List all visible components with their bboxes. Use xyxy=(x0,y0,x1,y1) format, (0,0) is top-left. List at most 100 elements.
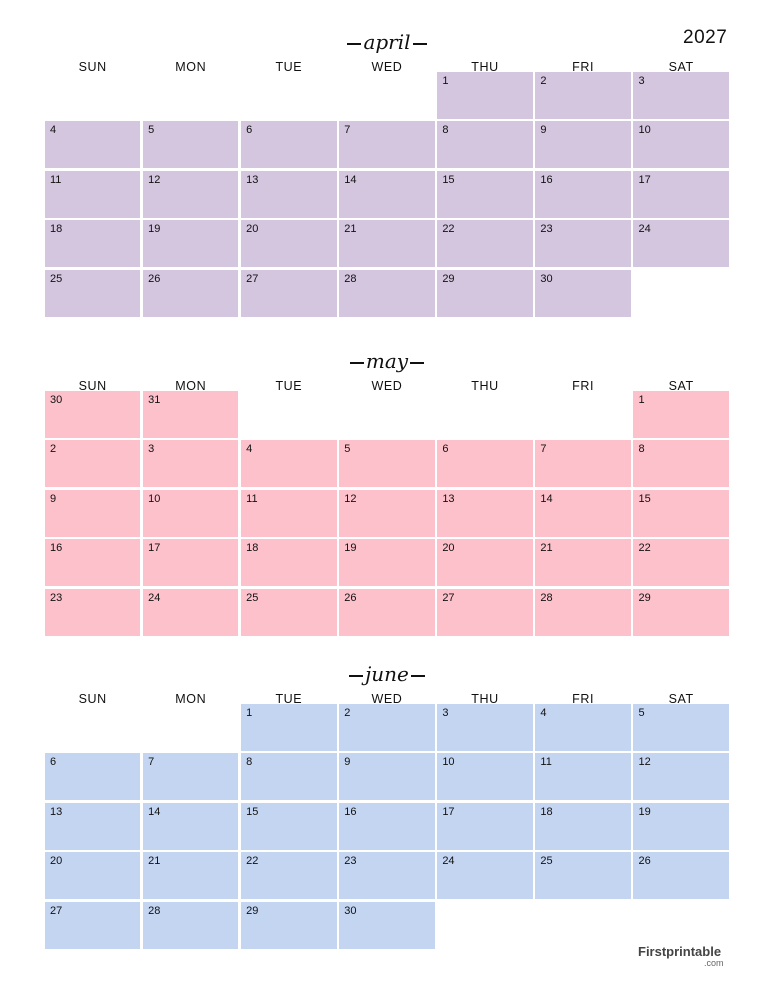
day-cell[interactable]: 10 xyxy=(143,489,239,537)
day-cell[interactable]: 20 xyxy=(241,220,337,268)
empty-cell xyxy=(241,391,336,438)
day-cell[interactable]: 17 xyxy=(437,802,533,850)
day-cell[interactable]: 23 xyxy=(535,220,631,268)
day-cell[interactable]: 5 xyxy=(143,121,239,169)
day-cell[interactable]: 24 xyxy=(143,588,239,636)
day-cell[interactable]: 9 xyxy=(535,121,631,169)
day-cell[interactable]: 11 xyxy=(241,489,337,537)
day-cell[interactable]: 27 xyxy=(437,588,533,636)
day-cell[interactable]: 22 xyxy=(437,220,533,268)
day-cell[interactable]: 14 xyxy=(535,489,631,537)
day-cell[interactable]: 20 xyxy=(45,852,141,900)
day-cell[interactable]: 9 xyxy=(339,753,435,801)
day-cell[interactable]: 26 xyxy=(633,852,729,900)
day-cell[interactable]: 27 xyxy=(241,269,337,317)
day-cell[interactable]: 18 xyxy=(535,802,631,850)
day-cell[interactable]: 24 xyxy=(633,220,729,268)
day-cell[interactable]: 17 xyxy=(633,170,729,218)
day-cell[interactable]: 30 xyxy=(339,901,435,949)
day-cell[interactable]: 8 xyxy=(437,121,533,169)
day-cell[interactable]: 25 xyxy=(241,588,337,636)
day-cell[interactable]: 4 xyxy=(45,121,141,169)
empty-cell xyxy=(633,902,728,949)
day-cell[interactable]: 19 xyxy=(143,220,239,268)
month-title: april xyxy=(45,30,729,54)
empty-cell xyxy=(437,391,532,438)
day-cell[interactable]: 7 xyxy=(143,753,239,801)
day-cell[interactable]: 30 xyxy=(45,391,141,438)
day-cell[interactable]: 9 xyxy=(45,489,141,537)
day-cell[interactable]: 22 xyxy=(241,852,337,900)
day-cell[interactable]: 8 xyxy=(633,440,729,488)
calendar-grid: 1 2 3 4 5 6 7 8 9 10 11 12 13 14 15 16 17 18 19 20 21 22 23 24 2… xyxy=(45,72,729,317)
day-cell[interactable]: 21 xyxy=(143,852,239,900)
day-cell[interactable]: 2 xyxy=(339,704,435,751)
day-cell[interactable]: 1 xyxy=(241,704,337,751)
day-cell[interactable]: 25 xyxy=(535,852,631,900)
day-cell[interactable]: 23 xyxy=(45,588,141,636)
day-cell[interactable]: 16 xyxy=(535,170,631,218)
day-cell[interactable]: 3 xyxy=(143,440,239,488)
day-cell[interactable]: 17 xyxy=(143,539,239,587)
day-cell[interactable]: 19 xyxy=(633,802,729,850)
day-cell[interactable]: 4 xyxy=(241,440,337,488)
day-cell[interactable]: 28 xyxy=(535,588,631,636)
day-cell[interactable]: 4 xyxy=(535,704,631,751)
day-cell[interactable]: 21 xyxy=(535,539,631,587)
day-cell[interactable]: 15 xyxy=(437,170,533,218)
day-cell[interactable]: 6 xyxy=(45,753,141,801)
day-cell[interactable]: 29 xyxy=(633,588,729,636)
day-cell[interactable]: 3 xyxy=(633,72,729,119)
day-cell[interactable]: 8 xyxy=(241,753,337,801)
day-cell[interactable]: 18 xyxy=(45,220,141,268)
day-cell[interactable]: 13 xyxy=(241,170,337,218)
day-cell[interactable]: 12 xyxy=(143,170,239,218)
day-cell[interactable]: 1 xyxy=(633,391,729,438)
day-cell[interactable]: 13 xyxy=(45,802,141,850)
day-cell[interactable]: 31 xyxy=(143,391,239,438)
day-cell[interactable]: 12 xyxy=(339,489,435,537)
day-cell[interactable]: 2 xyxy=(45,440,141,488)
day-cell[interactable]: 19 xyxy=(339,539,435,587)
brand-logo-suffix: .com xyxy=(704,958,724,968)
day-cell[interactable]: 28 xyxy=(339,269,435,317)
day-cell[interactable]: 24 xyxy=(437,852,533,900)
month-name: june xyxy=(349,662,425,686)
day-cell[interactable]: 22 xyxy=(633,539,729,587)
day-cell[interactable]: 6 xyxy=(437,440,533,488)
day-cell[interactable]: 11 xyxy=(45,170,141,218)
day-cell[interactable]: 16 xyxy=(45,539,141,587)
day-cell[interactable]: 20 xyxy=(437,539,533,587)
day-cell[interactable]: 28 xyxy=(143,901,239,949)
weekday-label: SAT xyxy=(668,692,694,706)
day-cell[interactable]: 6 xyxy=(241,121,337,169)
day-cell[interactable]: 30 xyxy=(535,269,631,317)
day-cell[interactable]: 10 xyxy=(633,121,729,169)
day-cell[interactable]: 12 xyxy=(633,753,729,801)
day-cell[interactable]: 26 xyxy=(143,269,239,317)
day-cell[interactable]: 25 xyxy=(45,269,141,317)
day-cell[interactable]: 16 xyxy=(339,802,435,850)
day-cell[interactable]: 15 xyxy=(241,802,337,850)
day-cell[interactable]: 29 xyxy=(437,269,533,317)
day-cell[interactable]: 1 xyxy=(437,72,533,119)
day-cell[interactable]: 15 xyxy=(633,489,729,537)
day-cell[interactable]: 14 xyxy=(143,802,239,850)
day-cell[interactable]: 14 xyxy=(339,170,435,218)
day-cell[interactable]: 27 xyxy=(45,901,141,949)
day-cell[interactable]: 7 xyxy=(339,121,435,169)
day-cell[interactable]: 26 xyxy=(339,588,435,636)
day-cell[interactable]: 7 xyxy=(535,440,631,488)
day-cell[interactable]: 5 xyxy=(633,704,729,751)
day-cell[interactable]: 23 xyxy=(339,852,435,900)
day-cell[interactable]: 5 xyxy=(339,440,435,488)
day-cell[interactable]: 10 xyxy=(437,753,533,801)
day-cell[interactable]: 2 xyxy=(535,72,631,119)
year-label: 2027 xyxy=(683,27,728,48)
day-cell[interactable]: 29 xyxy=(241,901,337,949)
day-cell[interactable]: 18 xyxy=(241,539,337,587)
day-cell[interactable]: 21 xyxy=(339,220,435,268)
day-cell[interactable]: 11 xyxy=(535,753,631,801)
day-cell[interactable]: 13 xyxy=(437,489,533,537)
day-cell[interactable]: 3 xyxy=(437,704,533,751)
